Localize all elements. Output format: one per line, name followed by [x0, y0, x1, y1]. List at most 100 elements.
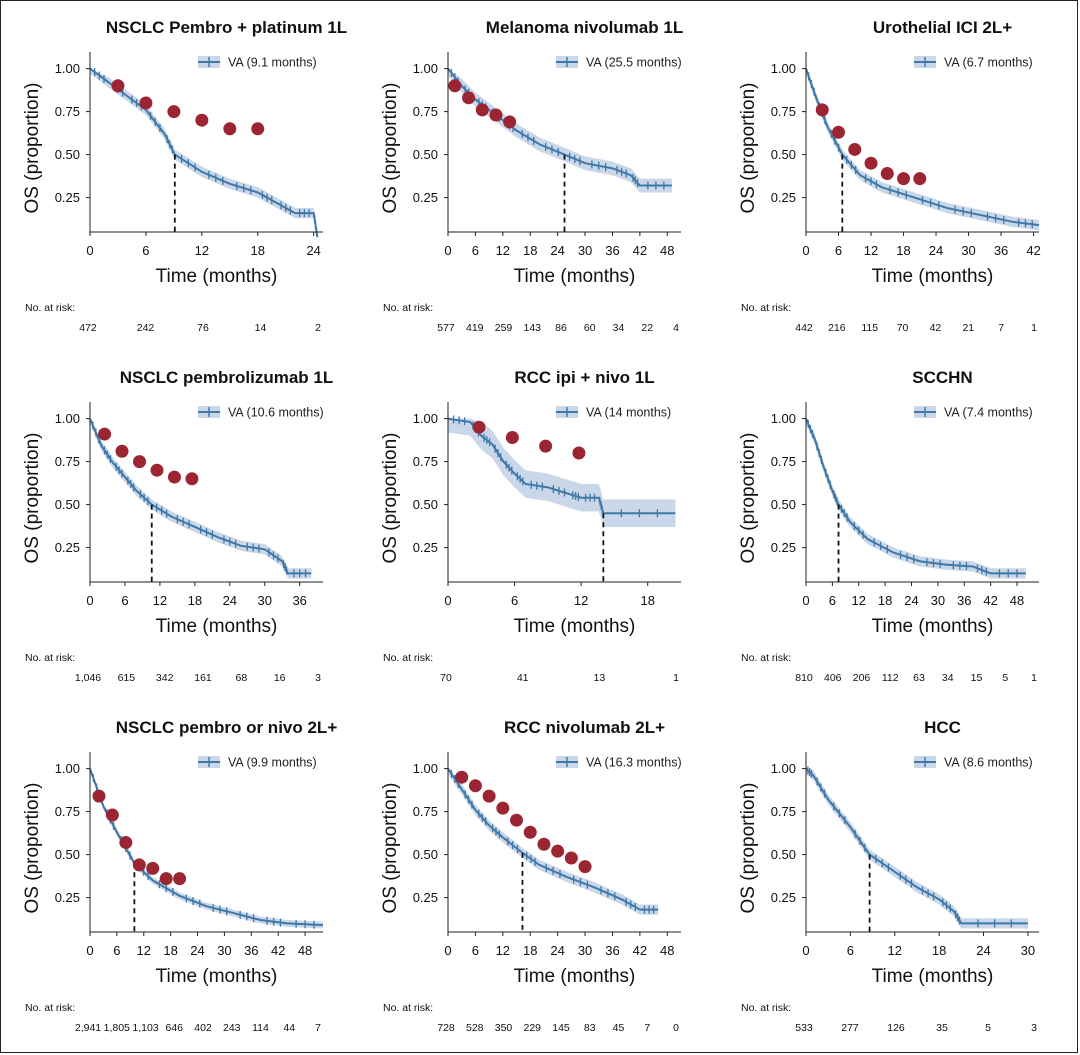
risk-table-heading: No. at risk:	[383, 652, 433, 664]
y-tick-label: 0.50	[55, 847, 80, 862]
risk-table-value: 3	[315, 672, 321, 684]
y-tick-label: 0.25	[771, 540, 796, 555]
y-tick-label: 0.50	[413, 847, 438, 862]
benchmark-dot	[496, 801, 510, 815]
y-tick-label: 0.25	[771, 190, 796, 205]
risk-table-value: 350	[495, 1022, 513, 1034]
x-axis-label: Time (months)	[156, 966, 278, 987]
benchmark-dot	[150, 463, 164, 477]
risk-table-heading: No. at risk:	[741, 302, 791, 314]
ci-band	[448, 418, 676, 527]
benchmark-dot	[167, 105, 181, 119]
benchmark-dot	[482, 789, 496, 803]
y-tick-label: 0.25	[771, 890, 796, 905]
x-axis-label: Time (months)	[156, 616, 278, 637]
y-tick-label: 0.25	[55, 890, 80, 905]
legend-label: VA (9.1 months)	[228, 56, 317, 70]
km-curve	[805, 418, 1026, 575]
benchmark-dot	[132, 858, 146, 872]
x-tick-label: 36	[605, 943, 619, 958]
y-tick-label: 1.00	[55, 761, 80, 776]
legend-label: VA (8.6 months)	[944, 756, 1033, 770]
x-axis-label: Time (months)	[872, 616, 994, 637]
x-tick-label: 18	[878, 593, 892, 608]
risk-table-value: 406	[824, 672, 842, 684]
y-tick-label: 0.25	[55, 540, 80, 555]
legend-label: VA (7.4 months)	[944, 406, 1033, 420]
panel-urothelial-ici: Urothelial ICI 2L+ 0.25 0.50 0.75 1.00 0 6 12 18…	[716, 0, 1072, 348]
benchmark-dot	[564, 851, 578, 865]
x-axis-label: Time (months)	[514, 616, 636, 637]
x-tick-label: 24	[550, 943, 564, 958]
x-tick-label: 36	[994, 243, 1008, 258]
risk-table-value: 126	[887, 1022, 905, 1034]
benchmark-dot	[505, 431, 519, 445]
x-tick-label: 42	[633, 943, 647, 958]
x-tick-label: 12	[864, 243, 878, 258]
y-tick-label: 0.25	[55, 190, 80, 205]
legend-label: VA (10.6 months)	[228, 406, 324, 420]
risk-table-value: 60	[584, 322, 596, 334]
risk-table-value: 83	[584, 1022, 596, 1034]
x-tick-label: 6	[113, 943, 120, 958]
risk-table-value: 5	[1002, 672, 1008, 684]
x-tick-label: 24	[223, 593, 237, 608]
risk-table-value: 7	[644, 1022, 650, 1034]
benchmark-dot	[448, 79, 462, 93]
risk-table-value: 68	[235, 672, 247, 684]
x-tick-label: 18	[896, 243, 910, 258]
benchmark-dot	[195, 113, 209, 127]
risk-table-value: 1,103	[132, 1022, 158, 1034]
risk-table-value: 70	[897, 322, 909, 334]
benchmark-dot	[146, 861, 160, 875]
x-tick-label: 6	[511, 593, 518, 608]
ci-band	[806, 68, 1039, 231]
x-axis-label: Time (months)	[156, 266, 278, 287]
risk-table-value: 242	[137, 322, 155, 334]
benchmark-dot	[455, 770, 469, 784]
risk-table-value: 143	[523, 322, 541, 334]
x-tick-label: 36	[605, 243, 619, 258]
y-axis-label: OS (proportion)	[380, 783, 401, 914]
x-tick-label: 30	[578, 943, 592, 958]
risk-table-value: 15	[971, 672, 983, 684]
y-tick-label: 0.75	[55, 454, 80, 469]
x-tick-label: 6	[121, 593, 128, 608]
risk-table-value: 402	[194, 1022, 212, 1034]
risk-table-value: 7	[998, 322, 1004, 334]
risk-table-value: 70	[440, 672, 452, 684]
benchmark-dot	[251, 122, 265, 136]
x-tick-label: 24	[929, 243, 943, 258]
benchmark-dot	[815, 103, 829, 117]
y-tick-label: 0.75	[771, 454, 796, 469]
x-tick-label: 0	[444, 943, 451, 958]
panel-melanoma-nivolumab: Melanoma nivolumab 1L 0.25 0.50 0.75 1.00 0 6 1…	[358, 0, 714, 348]
x-tick-label: 24	[550, 243, 564, 258]
benchmark-dot	[880, 167, 894, 181]
risk-table-value: 216	[828, 322, 846, 334]
benchmark-dot	[475, 103, 489, 117]
y-tick-label: 1.00	[771, 61, 796, 76]
risk-table-value: 42	[930, 322, 942, 334]
x-tick-label: 30	[578, 243, 592, 258]
x-tick-label: 36	[292, 593, 306, 608]
risk-table-value: 810	[795, 672, 813, 684]
risk-table-value: 472	[79, 322, 97, 334]
x-tick-label: 30	[931, 593, 945, 608]
x-tick-label: 24	[976, 943, 990, 958]
risk-table-value: 34	[942, 672, 954, 684]
ci-band	[448, 68, 672, 193]
x-tick-label: 18	[163, 943, 177, 958]
y-tick-label: 0.75	[55, 804, 80, 819]
risk-table-value: 1,805	[104, 1022, 130, 1034]
x-tick-label: 42	[1026, 243, 1040, 258]
chart-title: RCC ipi + nivo 1L	[514, 368, 654, 387]
y-tick-label: 0.25	[413, 190, 438, 205]
y-tick-label: 0.75	[413, 454, 438, 469]
chart-title: NSCLC pembro or nivo 2L+	[116, 718, 338, 737]
x-tick-label: 0	[444, 243, 451, 258]
km-chart-svg: Melanoma nivolumab 1L 0.25 0.50 0.75 1.00 0 6 1…	[380, 18, 683, 334]
benchmark-dot	[139, 96, 153, 110]
y-tick-label: 0.50	[55, 497, 80, 512]
benchmark-dot	[119, 836, 133, 850]
